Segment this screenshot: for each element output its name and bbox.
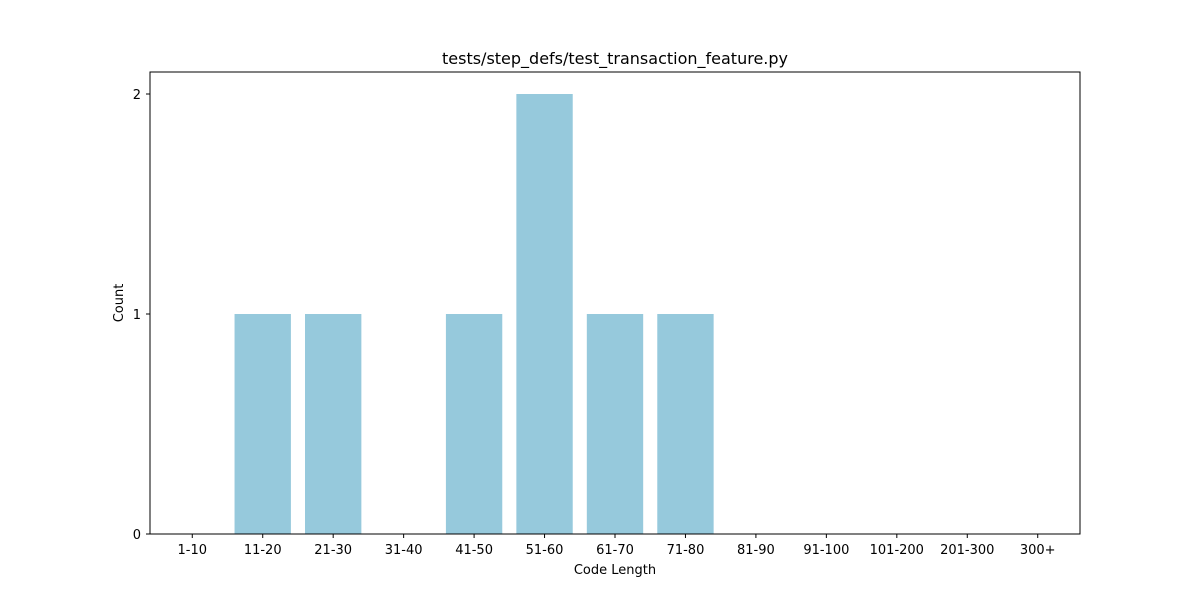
x-tick-label: 51-60 [526, 543, 564, 558]
y-tick-label: 2 [133, 88, 141, 103]
x-tick-label: 41-50 [455, 543, 493, 558]
bar-21-30 [305, 314, 362, 534]
x-tick-label: 11-20 [244, 543, 282, 558]
chart-title: tests/step_defs/test_transaction_feature… [442, 49, 788, 69]
y-tick-label: 1 [133, 308, 141, 323]
x-tick-label: 1-10 [178, 543, 208, 558]
x-axis-ticks: 1-10 11-20 21-30 31-40 41-50 51-60 61-70 71-80 8… [178, 534, 1056, 558]
bars-group [234, 94, 714, 534]
x-tick-label: 91-100 [803, 543, 849, 558]
x-tick-label: 300+ [1020, 543, 1056, 558]
x-tick-label: 61-70 [596, 543, 634, 558]
bar-71-80 [657, 314, 714, 534]
x-tick-label: 71-80 [667, 543, 705, 558]
x-tick-label: 201-300 [940, 543, 994, 558]
x-tick-label: 31-40 [385, 543, 423, 558]
y-axis-ticks: 0 1 2 [133, 88, 150, 543]
y-axis-label: Count [112, 284, 127, 323]
x-tick-label: 81-90 [737, 543, 775, 558]
x-tick-label: 101-200 [870, 543, 924, 558]
y-tick-label: 0 [133, 528, 141, 543]
bar-61-70 [586, 314, 644, 534]
x-tick-label: 21-30 [314, 543, 352, 558]
bar-11-20 [234, 314, 291, 534]
bar-51-60 [516, 94, 573, 534]
x-axis-label: Code Length [574, 563, 656, 578]
bar-41-50 [445, 314, 503, 534]
